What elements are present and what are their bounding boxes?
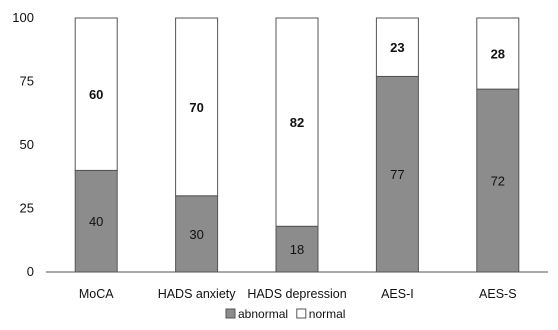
x-tick-label: HADS anxiety bbox=[158, 287, 237, 301]
y-tick-label: 0 bbox=[27, 264, 34, 279]
x-tick-label: MoCA bbox=[79, 287, 114, 301]
data-label-abnormal: 18 bbox=[290, 242, 304, 257]
y-tick-label: 75 bbox=[20, 74, 34, 89]
legend-label-abnormal: abnormal bbox=[238, 307, 288, 321]
legend-swatch-abnormal bbox=[225, 308, 236, 319]
legend: abnormal normal bbox=[225, 307, 346, 321]
data-label-abnormal: 77 bbox=[390, 167, 404, 182]
x-tick-label: AES-I bbox=[381, 287, 414, 301]
y-tick-label: 100 bbox=[12, 10, 34, 25]
data-label-abnormal: 72 bbox=[491, 174, 505, 189]
y-axis-ticks: 0 25 50 75 100 bbox=[12, 10, 34, 279]
x-tick-label: HADS depression bbox=[247, 287, 346, 301]
y-tick-label: 25 bbox=[20, 201, 34, 216]
bar-normal bbox=[175, 17, 219, 197]
x-tick-label: AES-S bbox=[479, 287, 517, 301]
bar-normal bbox=[375, 17, 419, 77]
bar-normal bbox=[275, 17, 319, 227]
legend-label-normal: normal bbox=[309, 307, 346, 321]
x-axis-labels: MoCA HADS anxiety HADS depression AES-I AES-… bbox=[79, 287, 517, 301]
legend-swatch-normal bbox=[296, 308, 307, 319]
data-label-normal: 23 bbox=[390, 40, 404, 55]
data-label-normal: 28 bbox=[491, 47, 505, 62]
data-label-abnormal: 30 bbox=[189, 227, 203, 242]
bar-normal bbox=[74, 17, 118, 171]
bars: 40 60 30 70 18 82 77 23 72 28 bbox=[74, 17, 520, 273]
data-label-normal: 60 bbox=[89, 87, 103, 102]
data-label-normal: 70 bbox=[189, 100, 203, 115]
data-label-abnormal: 40 bbox=[89, 214, 103, 229]
y-tick-label: 50 bbox=[20, 137, 34, 152]
bar-abnormal bbox=[74, 169, 118, 273]
data-label-normal: 82 bbox=[290, 115, 304, 130]
bar-normal bbox=[476, 17, 520, 90]
